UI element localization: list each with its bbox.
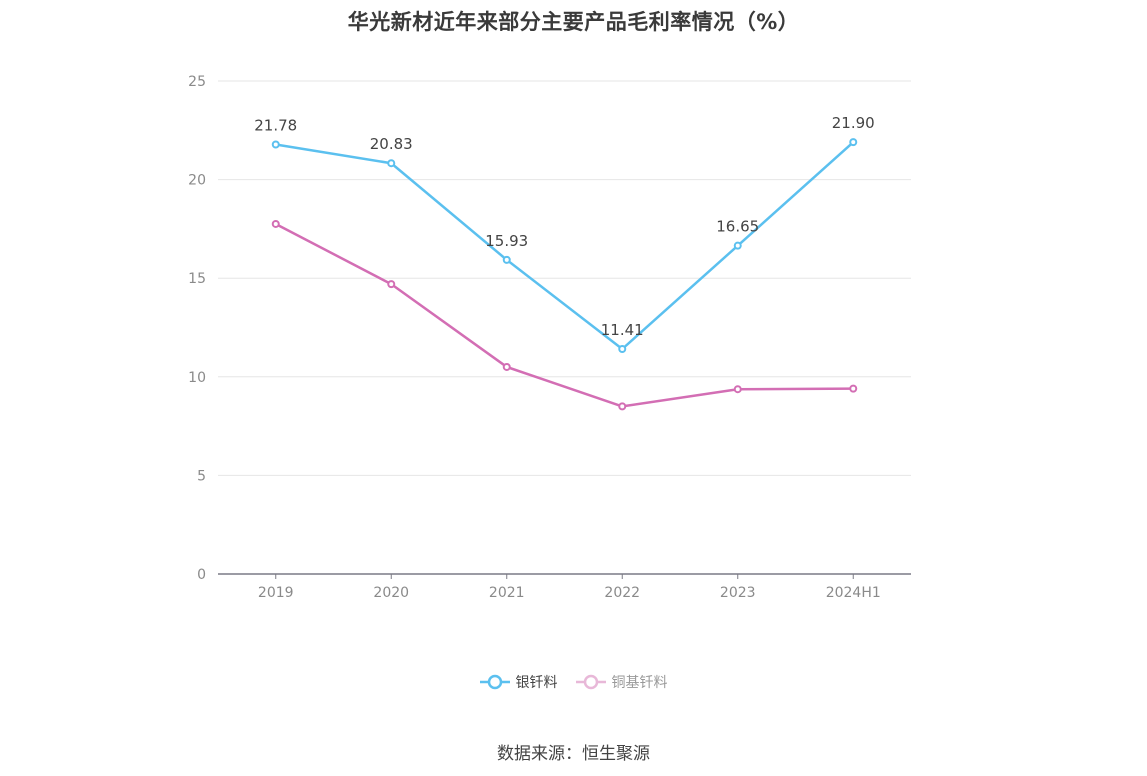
y-tick-label: 25 <box>188 74 206 90</box>
y-tick-label: 20 <box>188 173 206 189</box>
legend-item-copper[interactable]: 铜基钎料 <box>575 672 668 692</box>
x-tick-label: 2022 <box>604 585 640 601</box>
y-tick-label: 10 <box>188 370 206 386</box>
data-label: 15.93 <box>485 232 528 250</box>
legend-item-silver[interactable]: 银钎料 <box>479 672 558 692</box>
y-tick-label: 0 <box>197 567 206 583</box>
data-point-1 <box>502 362 511 371</box>
legend-marker-silver <box>479 674 510 690</box>
chart-title: 华光新材近年来部分主要产品毛利率情况（%） <box>347 10 800 34</box>
data-label: 20.83 <box>370 135 413 153</box>
series-line-0 <box>275 141 855 351</box>
x-tick-label: 2024H1 <box>826 585 881 601</box>
y-tick-label: 5 <box>197 468 206 484</box>
x-tick-label: 2023 <box>720 585 756 601</box>
data-label: 11.41 <box>601 321 644 339</box>
data-source: 数据来源：恒生聚源 <box>497 744 650 764</box>
y-tick-label: 15 <box>188 271 206 287</box>
legend-marker-copper <box>575 674 606 690</box>
data-point-1 <box>387 280 396 289</box>
data-point-0 <box>733 241 742 250</box>
series-line-1 <box>275 222 854 408</box>
data-label: 16.65 <box>716 218 759 236</box>
legend: 银钎料 铜基钎料 <box>0 672 1147 692</box>
data-point-0 <box>502 255 511 264</box>
data-point-0 <box>849 138 858 147</box>
data-point-0 <box>387 159 396 168</box>
legend-label-copper: 铜基钎料 <box>611 675 668 691</box>
data-point-1 <box>271 219 280 228</box>
data-label: 21.78 <box>254 116 297 134</box>
x-tick-label: 2019 <box>258 585 294 601</box>
x-tick-label: 2021 <box>489 585 525 601</box>
data-label: 21.90 <box>832 114 875 132</box>
data-point-1 <box>849 384 858 393</box>
data-point-0 <box>618 344 627 353</box>
data-point-1 <box>618 402 627 411</box>
data-point-1 <box>733 385 742 394</box>
legend-label-silver: 银钎料 <box>515 675 558 691</box>
data-point-0 <box>271 140 280 149</box>
x-tick-label: 2020 <box>373 585 409 601</box>
